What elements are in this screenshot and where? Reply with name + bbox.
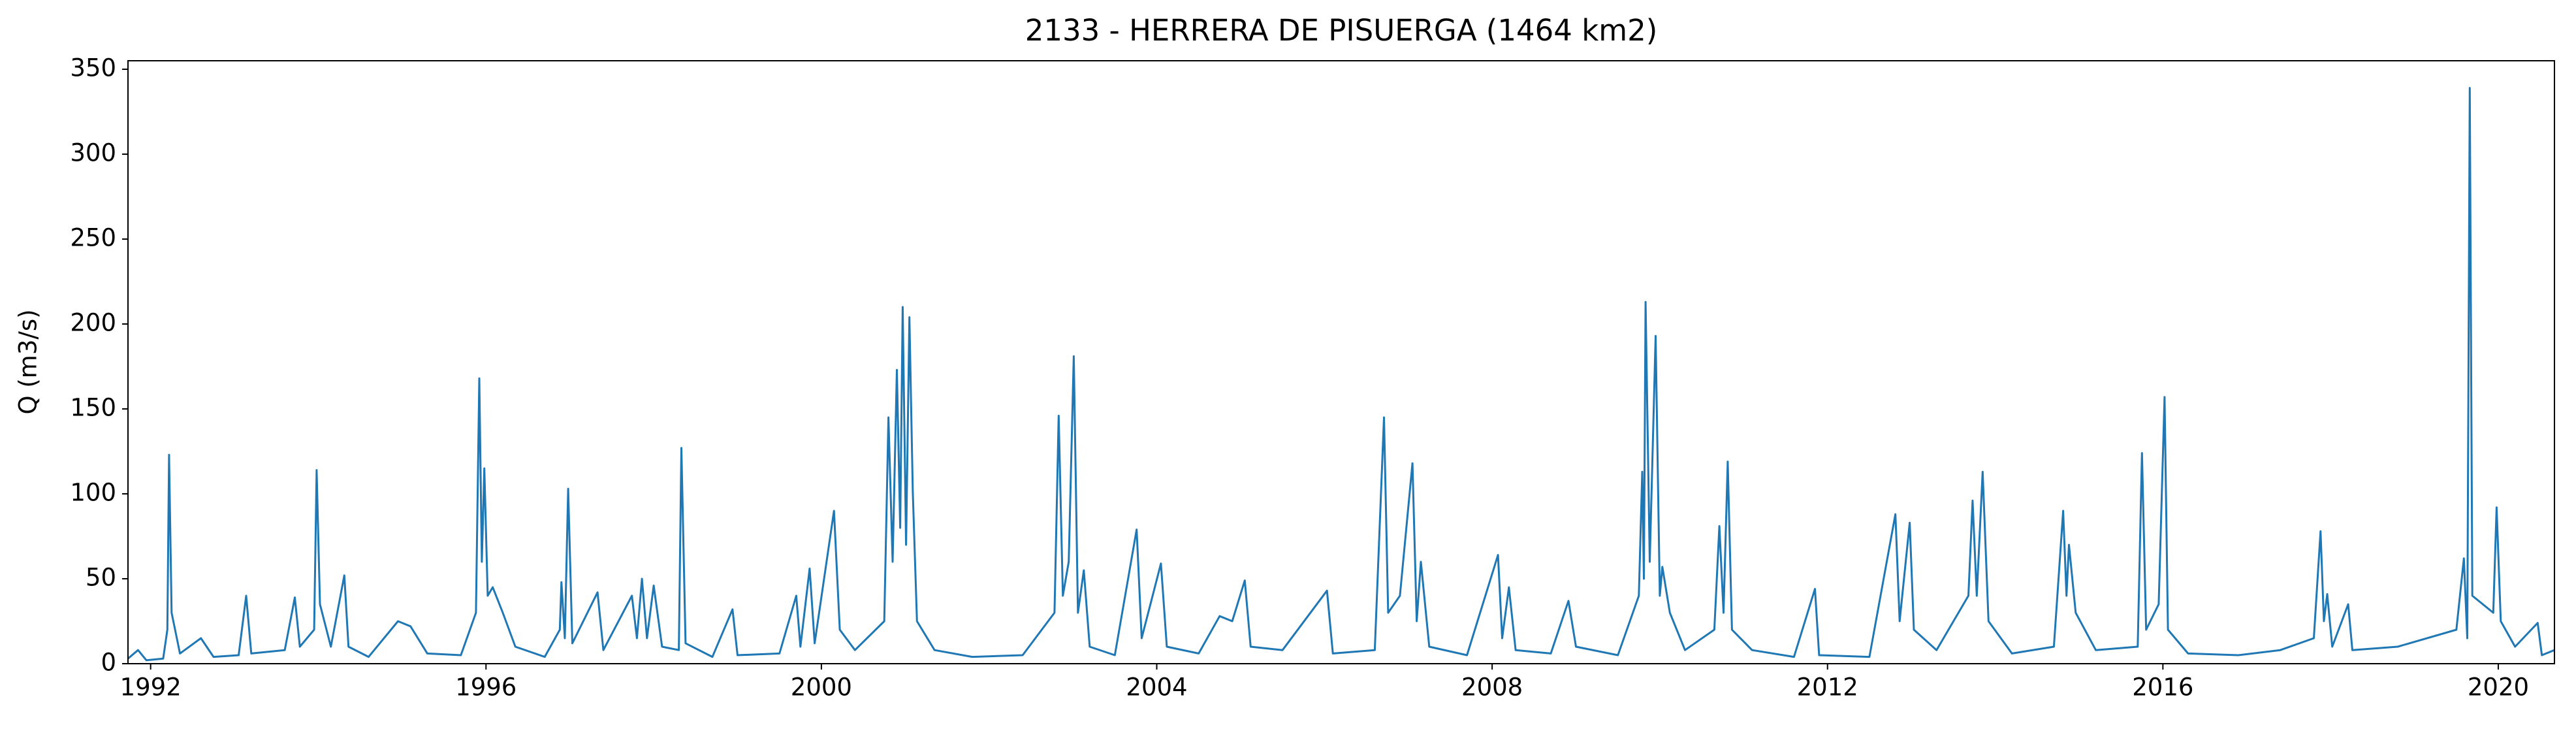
y-tick-label: 200: [70, 309, 116, 337]
x-tick-label: 2008: [1461, 673, 1523, 702]
y-tick-label: 0: [101, 649, 116, 677]
y-tick-label: 250: [70, 224, 116, 252]
x-tick-label: 1996: [455, 673, 517, 702]
y-tick-label: 150: [70, 394, 116, 422]
plot-frame: [127, 60, 2555, 664]
x-tick-label: 2004: [1126, 673, 1187, 702]
x-tick-label: 2020: [2468, 673, 2529, 702]
y-tick-label: 350: [70, 54, 116, 82]
x-tick-label: 2000: [791, 673, 852, 702]
x-tick-label: 2016: [2132, 673, 2193, 702]
y-tick-label: 50: [86, 564, 116, 592]
chart-title: 2133 - HERRERA DE PISUERGA (1464 km2): [1025, 13, 1658, 48]
y-axis-label: Q (m3/s): [14, 309, 42, 414]
y-tick-label: 100: [70, 479, 116, 507]
flow-line: [128, 87, 2554, 662]
y-tick-label: 300: [70, 139, 116, 167]
x-tick-label: 2012: [1797, 673, 1858, 702]
x-tick-label: 1992: [120, 673, 182, 702]
